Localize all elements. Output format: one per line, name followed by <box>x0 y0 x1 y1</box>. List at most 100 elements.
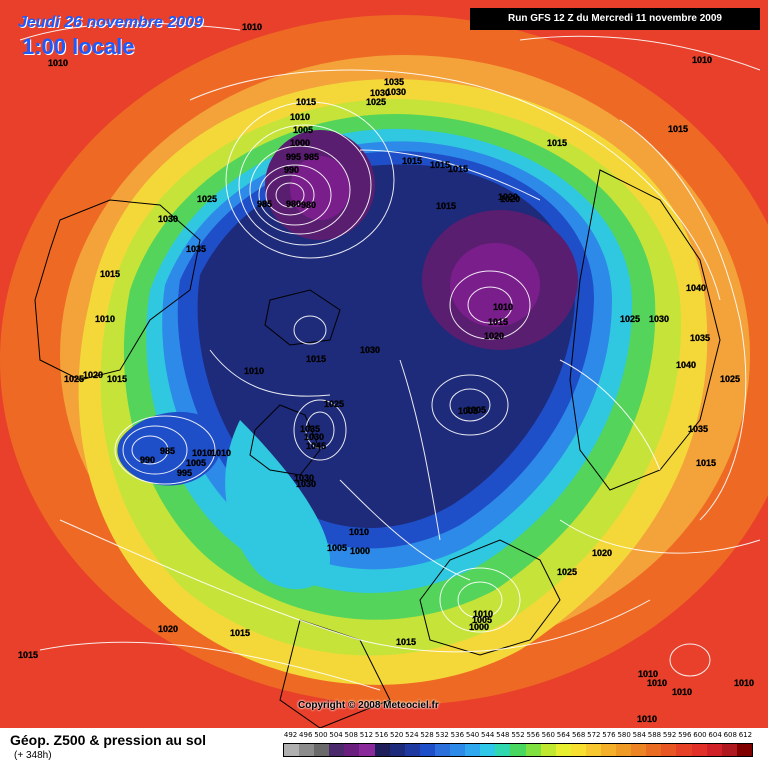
pressure-label: 1035 <box>690 333 710 343</box>
scale-swatch <box>706 744 722 756</box>
pressure-label: 1000 <box>350 546 370 556</box>
pressure-label: 1020 <box>484 331 504 341</box>
pressure-label: 1030 <box>370 88 390 98</box>
scale-label: 576 <box>602 731 616 739</box>
isobar <box>122 425 188 475</box>
scale-label: 508 <box>344 731 358 739</box>
isobar <box>439 567 521 633</box>
scale-label: 540 <box>465 731 480 739</box>
scale-swatch <box>510 744 526 756</box>
scale-swatch <box>570 744 586 756</box>
pressure-label: 1010 <box>647 678 667 688</box>
isobar <box>114 415 216 485</box>
pressure-label: 1020 <box>498 192 518 202</box>
scale-swatch <box>721 744 737 756</box>
scale-label: 572 <box>587 731 601 739</box>
pressure-label: 1025 <box>64 374 84 384</box>
isobar <box>669 643 711 677</box>
pressure-label: 1020 <box>592 548 612 558</box>
isobar <box>238 124 372 246</box>
pressure-label: 1035 <box>300 424 320 434</box>
pressure-label: 1025 <box>557 567 577 577</box>
isobar <box>293 315 327 345</box>
scale-label: 512 <box>359 731 374 739</box>
pressure-label: 1015 <box>107 374 127 384</box>
isobar <box>189 69 721 301</box>
isobars <box>19 22 761 691</box>
pressure-label: 1030 <box>360 345 380 355</box>
pressure-label: 1005 <box>186 458 206 468</box>
pressure-label: 1005 <box>472 615 492 625</box>
scale-label: 604 <box>708 731 722 739</box>
pressure-label: 1015 <box>488 317 508 327</box>
scale-swatch <box>329 744 345 756</box>
pressure-label: 990 <box>140 455 155 465</box>
pressure-label: 1005 <box>466 405 486 415</box>
scale-swatch <box>480 744 496 756</box>
isobar <box>258 164 332 226</box>
pressure-label: 1035 <box>186 244 206 254</box>
isobar <box>431 374 509 436</box>
pressure-label: 1010 <box>290 112 310 122</box>
pressure-label: 1005 <box>293 125 313 135</box>
scale-label: 580 <box>617 731 631 739</box>
scale-swatch <box>631 744 647 756</box>
scale-label: 588 <box>647 731 662 739</box>
scale-label: 536 <box>450 731 465 739</box>
scale-swatch <box>314 744 330 756</box>
pressure-label: 1010 <box>244 366 264 376</box>
pressure-label: 1010 <box>473 609 493 619</box>
isobar <box>359 149 541 201</box>
scale-swatch <box>495 744 511 756</box>
scale-swatch <box>389 744 405 756</box>
scale-label: 552 <box>511 731 525 739</box>
pressure-label: 1040 <box>676 360 696 370</box>
pressure-label: 1015 <box>448 164 468 174</box>
model-run-info: Run GFS 12 Z du Mercredi 11 novembre 200… <box>470 8 760 30</box>
scale-label: 568 <box>571 731 586 739</box>
scale-label: 524 <box>405 731 419 739</box>
pressure-label: 1015 <box>230 628 250 638</box>
pressure-label: 1030 <box>649 314 669 324</box>
pressure-label: 995 <box>177 468 192 478</box>
scale-label: 596 <box>678 731 692 739</box>
pressure-label: 1025 <box>366 97 386 107</box>
parameter-title: Géop. Z500 & pression au sol <box>10 732 207 748</box>
pressure-label: 1025 <box>620 314 640 324</box>
isobar <box>275 182 305 208</box>
scale-label: 556 <box>526 731 540 739</box>
pressure-label: 1010 <box>211 448 231 458</box>
scale-swatch <box>465 744 481 756</box>
isobar <box>467 286 513 324</box>
isobar <box>559 519 761 554</box>
pressure-label: 1035 <box>688 424 708 434</box>
scale-swatch <box>691 744 707 756</box>
pressure-label: 985 <box>160 446 175 456</box>
pressure-label: 1025 <box>197 194 217 204</box>
trough-pacific <box>117 411 222 486</box>
pressure-label: 1010 <box>672 687 692 697</box>
scale-label: 516 <box>374 731 389 739</box>
coast-arctic-islands <box>264 289 341 346</box>
isobar <box>399 359 441 541</box>
pressure-label: 1020 <box>500 194 520 204</box>
pressure-label: 1025 <box>324 399 344 409</box>
pressure-label: 1015 <box>430 160 450 170</box>
scale-swatch <box>450 744 466 756</box>
pressure-label: 1010 <box>349 527 369 537</box>
coast-greenland <box>249 404 321 476</box>
isobar <box>457 581 503 619</box>
forecast-time: 1:00 locale <box>22 34 135 59</box>
scale-swatch <box>404 744 420 756</box>
pressure-label: 995 <box>286 152 301 162</box>
pressure-label: 1015 <box>396 637 416 647</box>
scale-swatch <box>661 744 677 756</box>
pressure-label: 1030 <box>158 214 178 224</box>
scale-swatch <box>585 744 601 756</box>
scale-swatch <box>359 744 375 756</box>
pressure-label: 1010 <box>95 314 115 324</box>
pressure-label: 1010 <box>493 302 513 312</box>
isobar <box>559 359 661 471</box>
